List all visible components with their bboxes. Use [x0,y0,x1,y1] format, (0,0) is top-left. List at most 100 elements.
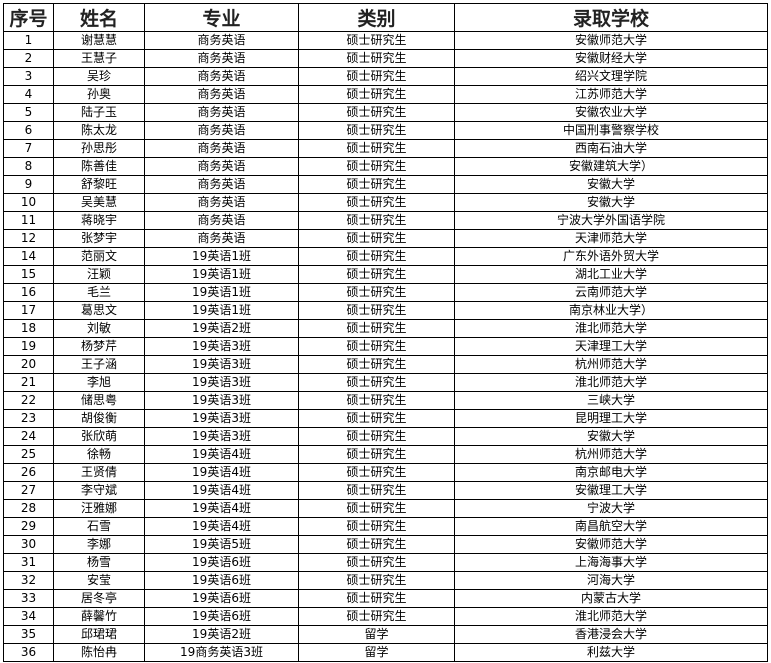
cell-category: 留学 [298,625,455,644]
cell-index: 1 [3,31,54,50]
cell-school: 安徽建筑大学） [454,157,768,176]
table-row: 10 吴美慧 商务英语 硕士研究生 安徽大学 [3,193,768,212]
cell-category: 硕士研究生 [298,103,455,122]
cell-index: 27 [3,481,54,500]
cell-major: 19英语3班 [144,355,299,374]
cell-category: 硕士研究生 [298,157,455,176]
table-row: 8 陈善佳 商务英语 硕士研究生 安徽建筑大学） [3,157,768,176]
cell-index: 30 [3,535,54,554]
table-row: 4 孙奥 商务英语 硕士研究生 江苏师范大学 [3,85,768,104]
table-row: 22 储思粤 19英语3班 硕士研究生 三峡大学 [3,391,768,410]
cell-name: 杨梦芹 [53,337,145,356]
cell-name: 居冬亭 [53,589,145,608]
cell-index: 8 [3,157,54,176]
cell-category: 硕士研究生 [298,553,455,572]
cell-name: 吴珍 [53,67,145,86]
cell-major: 商务英语 [144,103,299,122]
cell-name: 刘敏 [53,319,145,338]
cell-school: 宁波大学 [454,499,768,518]
cell-name: 储思粤 [53,391,145,410]
cell-school: 淮北师范大学 [454,373,768,392]
cell-category: 硕士研究生 [298,175,455,194]
table-row: 36 陈怡冉 19商务英语3班 留学 利兹大学 [3,643,768,662]
cell-category: 硕士研究生 [298,391,455,410]
header-school: 录取学校 [454,3,768,32]
cell-school: 香港浸会大学 [454,625,768,644]
cell-category: 硕士研究生 [298,49,455,68]
cell-name: 孙思彤 [53,139,145,158]
cell-major: 19英语1班 [144,283,299,302]
cell-school: 江苏师范大学 [454,85,768,104]
cell-major: 19英语4班 [144,481,299,500]
cell-category: 硕士研究生 [298,535,455,554]
cell-index: 11 [3,211,54,230]
cell-index: 9 [3,175,54,194]
table-row: 11 蒋晓宇 商务英语 硕士研究生 宁波大学外国语学院 [3,211,768,230]
cell-category: 硕士研究生 [298,85,455,104]
cell-index: 33 [3,589,54,608]
cell-index: 21 [3,373,54,392]
cell-school: 湖北工业大学 [454,265,768,284]
cell-name: 毛兰 [53,283,145,302]
cell-name: 张欣萌 [53,427,145,446]
header-row: 序号 姓名 专业 类别 录取学校 [3,3,768,32]
cell-name: 李守斌 [53,481,145,500]
cell-major: 19英语6班 [144,553,299,572]
cell-category: 硕士研究生 [298,373,455,392]
table-row: 18 刘敏 19英语2班 硕士研究生 淮北师范大学 [3,319,768,338]
cell-school: 淮北师范大学 [454,607,768,626]
cell-category: 硕士研究生 [298,193,455,212]
cell-index: 25 [3,445,54,464]
cell-index: 26 [3,463,54,482]
cell-category: 硕士研究生 [298,337,455,356]
header-category: 类别 [298,3,455,32]
cell-category: 硕士研究生 [298,121,455,140]
cell-index: 36 [3,643,54,662]
table-row: 30 李娜 19英语5班 硕士研究生 安徽师范大学 [3,535,768,554]
table-row: 31 杨雪 19英语6班 硕士研究生 上海海事大学 [3,553,768,572]
cell-name: 陈怡冉 [53,643,145,662]
cell-name: 张梦宇 [53,229,145,248]
cell-index: 4 [3,85,54,104]
cell-name: 吴美慧 [53,193,145,212]
cell-name: 舒黎旺 [53,175,145,194]
cell-major: 商务英语 [144,121,299,140]
cell-name: 陈善佳 [53,157,145,176]
table-row: 33 居冬亭 19英语6班 硕士研究生 内蒙古大学 [3,589,768,608]
cell-category: 硕士研究生 [298,355,455,374]
cell-name: 杨雪 [53,553,145,572]
cell-school: 南京邮电大学 [454,463,768,482]
table-row: 24 张欣萌 19英语3班 硕士研究生 安徽大学 [3,427,768,446]
cell-name: 蒋晓宇 [53,211,145,230]
cell-category: 硕士研究生 [298,463,455,482]
table-body: 1 谢慧慧 商务英语 硕士研究生 安徽师范大学 2 王慧子 商务英语 硕士研究生 安徽财经大学 3 吴… [3,31,768,662]
table-row: 5 陆子玉 商务英语 硕士研究生 安徽农业大学 [3,103,768,122]
cell-index: 12 [3,229,54,248]
cell-school: 三峡大学 [454,391,768,410]
table-row: 16 毛兰 19英语1班 硕士研究生 云南师范大学 [3,283,768,302]
cell-major: 商务英语 [144,139,299,158]
table-row: 19 杨梦芹 19英语3班 硕士研究生 天津理工大学 [3,337,768,356]
cell-index: 23 [3,409,54,428]
cell-category: 硕士研究生 [298,445,455,464]
cell-school: 河海大学 [454,571,768,590]
table-row: 15 汪颖 19英语1班 硕士研究生 湖北工业大学 [3,265,768,284]
cell-index: 15 [3,265,54,284]
cell-major: 19英语5班 [144,535,299,554]
cell-name: 胡俊衡 [53,409,145,428]
cell-major: 19英语4班 [144,499,299,518]
cell-school: 宁波大学外国语学院 [454,211,768,230]
cell-major: 19英语3班 [144,427,299,446]
cell-school: 天津师范大学 [454,229,768,248]
cell-name: 陈太龙 [53,121,145,140]
table-row: 21 李旭 19英语3班 硕士研究生 淮北师范大学 [3,373,768,392]
cell-school: 杭州师范大学 [454,355,768,374]
cell-category: 硕士研究生 [298,517,455,536]
cell-major: 19英语1班 [144,301,299,320]
table-row: 28 汪雅娜 19英语4班 硕士研究生 宁波大学 [3,499,768,518]
cell-category: 硕士研究生 [298,67,455,86]
table-row: 34 薛馨竹 19英语6班 硕士研究生 淮北师范大学 [3,607,768,626]
cell-major: 商务英语 [144,229,299,248]
cell-school: 安徽农业大学 [454,103,768,122]
cell-name: 王贤倩 [53,463,145,482]
